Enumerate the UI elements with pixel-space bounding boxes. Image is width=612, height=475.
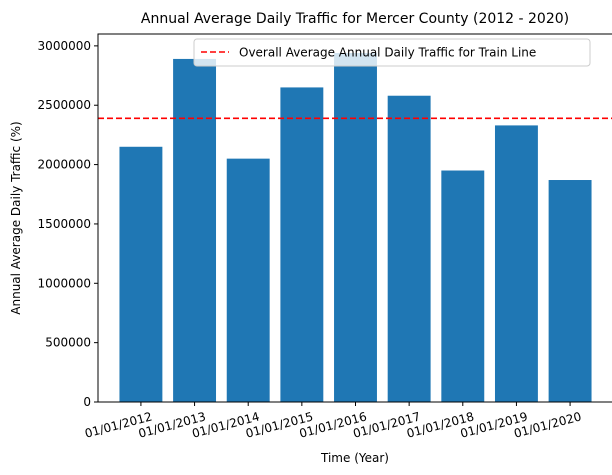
bar-1 (119, 146, 163, 402)
bar-6 (387, 95, 431, 402)
bar-5 (334, 52, 377, 402)
bar-9 (548, 180, 592, 402)
y-tick-label: 500000 (45, 336, 91, 350)
bar-3 (226, 158, 270, 402)
y-tick-label: 0 (83, 395, 91, 409)
y-tick-label: 1500000 (38, 217, 91, 231)
y-axis-label: Annual Average Daily Traffic (%) (9, 121, 23, 314)
legend-box (193, 38, 591, 67)
y-axis: 0 500000 1000000 1500000 2000000 2500000 30000… (38, 39, 98, 409)
bar-4 (280, 87, 324, 402)
bar-7 (441, 170, 485, 402)
legend-label: Overall Average Annual Daily Traffic for… (239, 46, 536, 60)
chart-title: Annual Average Daily Traffic for Mercer … (141, 11, 569, 27)
bars-group (119, 52, 592, 403)
legend: Overall Average Annual Daily Traffic for… (193, 38, 591, 67)
bar-8 (494, 125, 538, 403)
y-tick-label: 3000000 (38, 39, 91, 53)
x-axis: 01/01/201201/01/201301/01/201401/01/2015… (83, 402, 583, 441)
y-tick-label: 1000000 (38, 276, 91, 290)
x-axis-label: Time (Year) (320, 451, 389, 465)
y-tick-label: 2000000 (38, 158, 91, 172)
bar-2 (173, 58, 217, 403)
y-tick-label: 2500000 (38, 98, 91, 112)
